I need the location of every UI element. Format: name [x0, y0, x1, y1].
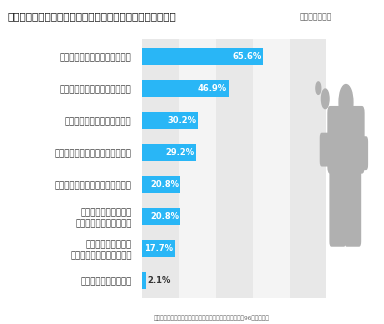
Bar — [216, 39, 253, 298]
Text: 「卒業後の進路」について、不安を感じる要因は何ですか？: 「卒業後の進路」について、不安を感じる要因は何ですか？ — [8, 11, 176, 21]
Bar — [142, 272, 146, 289]
Text: （複数回答可）: （複数回答可） — [300, 12, 332, 21]
Text: 30.2%: 30.2% — [167, 116, 196, 125]
Bar — [142, 208, 180, 225]
Bar — [142, 240, 175, 257]
Text: 46.9%: 46.9% — [198, 84, 227, 93]
Bar — [142, 48, 263, 65]
Bar — [179, 39, 216, 298]
Text: 安達学園グループ　将来に関するアンケート（高校生男女96名が回答）: 安達学園グループ 将来に関するアンケート（高校生男女96名が回答） — [153, 315, 269, 321]
Bar — [142, 144, 196, 161]
Text: 20.8%: 20.8% — [150, 212, 179, 221]
Bar — [142, 112, 198, 129]
Bar — [290, 39, 326, 298]
Text: 20.8%: 20.8% — [150, 180, 179, 189]
Text: 17.7%: 17.7% — [144, 244, 173, 253]
Circle shape — [339, 85, 353, 120]
Bar — [253, 39, 290, 298]
Circle shape — [316, 82, 321, 94]
Text: 29.2%: 29.2% — [165, 148, 194, 157]
Text: 2.1%: 2.1% — [147, 276, 171, 285]
FancyBboxPatch shape — [329, 161, 346, 247]
FancyBboxPatch shape — [353, 136, 368, 170]
Bar — [142, 39, 179, 298]
FancyBboxPatch shape — [327, 106, 365, 174]
Bar — [142, 176, 180, 193]
FancyBboxPatch shape — [344, 161, 361, 247]
Bar — [142, 80, 228, 97]
Circle shape — [321, 89, 329, 109]
Text: 65.6%: 65.6% — [232, 52, 262, 61]
FancyBboxPatch shape — [320, 133, 335, 167]
